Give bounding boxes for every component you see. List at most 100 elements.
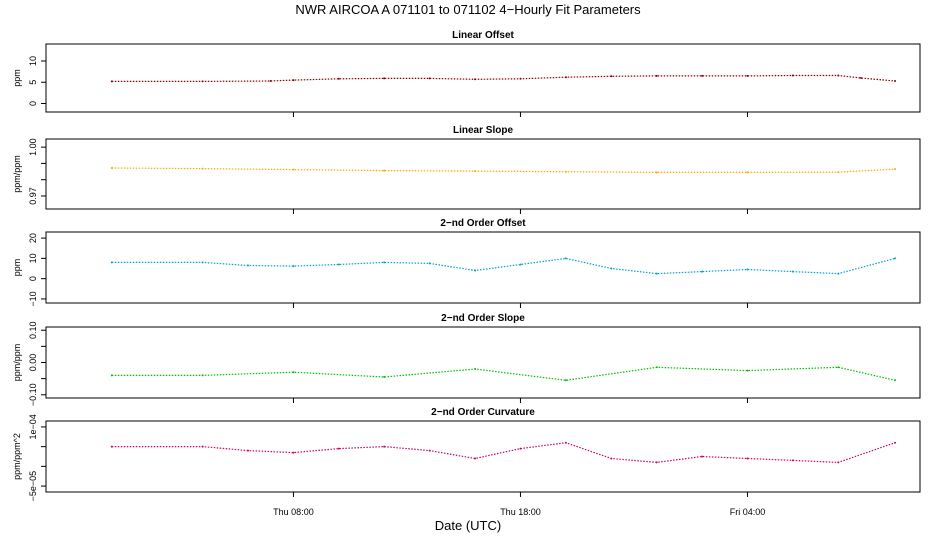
series-line	[111, 167, 896, 173]
x-tick-label: Thu 18:00	[500, 507, 541, 517]
data-point	[610, 457, 613, 460]
data-point	[474, 170, 477, 173]
y-axis-label: ppm/ppm^2	[12, 433, 22, 480]
series-line	[111, 366, 896, 381]
data-point	[383, 376, 386, 378]
y-tick-label: 0.10	[28, 321, 38, 339]
data-point	[292, 79, 295, 82]
y-axis-label: ppm	[12, 259, 22, 277]
data-point	[201, 167, 204, 170]
panel-title: Linear Slope	[453, 125, 513, 136]
y-tick-label: −0.10	[28, 383, 38, 406]
data-point	[837, 171, 840, 174]
data-point	[894, 168, 896, 171]
y-tick-label: 0.00	[28, 354, 38, 372]
x-tick-label: Thu 08:00	[273, 507, 314, 517]
y-tick-label: 10	[28, 56, 38, 66]
panel-1: Linear Offset ppm 0 5 10	[12, 30, 921, 117]
data-point	[337, 447, 340, 450]
data-point	[337, 77, 340, 80]
y-tick-label: 0.97	[28, 187, 38, 205]
plot-frame	[45, 231, 921, 304]
data-point	[746, 457, 749, 460]
data-point	[564, 170, 567, 173]
y-tick-label: 1.00	[28, 138, 38, 156]
panel-2: Linear Slope ppm/ppm 0.97 1.00	[12, 125, 921, 214]
series-line	[111, 442, 896, 464]
data-point	[292, 451, 295, 454]
panel-5: 2−nd Order Curvature ppm/ppm^2 −5e−05 1e−04…	[12, 407, 921, 517]
x-axis-label: Date (UTC)	[435, 518, 501, 533]
data-point	[564, 441, 567, 444]
y-axis-label: ppm/ppm	[12, 155, 22, 193]
y-tick-label: −5e−05	[28, 471, 38, 502]
data-point	[383, 445, 386, 448]
data-point	[746, 268, 749, 271]
y-tick-label: 20	[28, 233, 38, 243]
data-point	[701, 74, 704, 77]
panel-title: Linear Offset	[452, 30, 514, 41]
data-point	[292, 265, 295, 268]
plot-frame	[45, 43, 921, 113]
data-point	[519, 447, 522, 450]
data-point	[564, 257, 567, 260]
data-point	[610, 75, 613, 78]
y-tick-label: −10	[28, 291, 38, 306]
series-line	[111, 257, 896, 275]
data-point	[701, 270, 704, 273]
data-point	[428, 262, 431, 265]
data-point	[519, 77, 522, 80]
data-point	[247, 264, 249, 267]
data-point	[474, 78, 477, 81]
data-point	[791, 459, 794, 462]
data-point	[746, 369, 749, 372]
y-axis-label: ppm/ppm	[12, 344, 22, 382]
data-point	[474, 368, 477, 370]
y-tick-label: 1e−04	[28, 414, 38, 439]
y-tick-label: 10	[28, 253, 38, 263]
y-tick-label: 0	[28, 276, 38, 281]
data-point	[383, 169, 386, 172]
data-point	[655, 272, 658, 275]
data-point	[201, 445, 204, 448]
data-point	[791, 270, 794, 273]
panel-4: 2−nd Order Slope ppm/ppm −0.10 0.00 0.10	[12, 313, 921, 406]
data-point	[428, 77, 431, 80]
figure-title: NWR AIRCOA A 071101 to 071102 4−Hourly F…	[295, 2, 641, 17]
panel-title: 2−nd Order Curvature	[431, 407, 535, 418]
data-point	[269, 80, 272, 82]
data-point	[201, 80, 204, 83]
data-point	[337, 263, 340, 266]
data-point	[837, 366, 840, 369]
data-point	[110, 374, 113, 377]
data-point	[110, 445, 113, 448]
data-point	[292, 168, 295, 171]
panel-title: 2−nd Order Slope	[441, 313, 525, 324]
y-tick-label: 5	[28, 80, 38, 85]
data-point	[746, 74, 749, 77]
data-point	[655, 366, 658, 369]
panel-title: 2−nd Order Offset	[440, 218, 526, 229]
data-point	[746, 171, 749, 174]
data-point	[474, 269, 477, 272]
data-point	[564, 379, 567, 382]
x-tick-label: Fri 04:00	[730, 507, 766, 517]
plot-frame	[45, 326, 921, 399]
data-point	[701, 455, 704, 458]
data-point	[655, 74, 658, 77]
data-point	[564, 76, 567, 79]
data-point	[655, 461, 658, 464]
data-point	[383, 261, 386, 264]
data-point	[837, 461, 840, 464]
data-point	[655, 171, 658, 174]
data-point	[791, 74, 794, 77]
data-point	[110, 167, 113, 169]
panels: Linear Offset ppm 0 5 10 Linear Slope ppm/ppm 0…	[12, 30, 921, 517]
data-point	[292, 371, 295, 374]
data-point	[383, 77, 386, 80]
data-point	[247, 449, 249, 452]
data-point	[894, 379, 896, 382]
data-point	[110, 261, 113, 264]
